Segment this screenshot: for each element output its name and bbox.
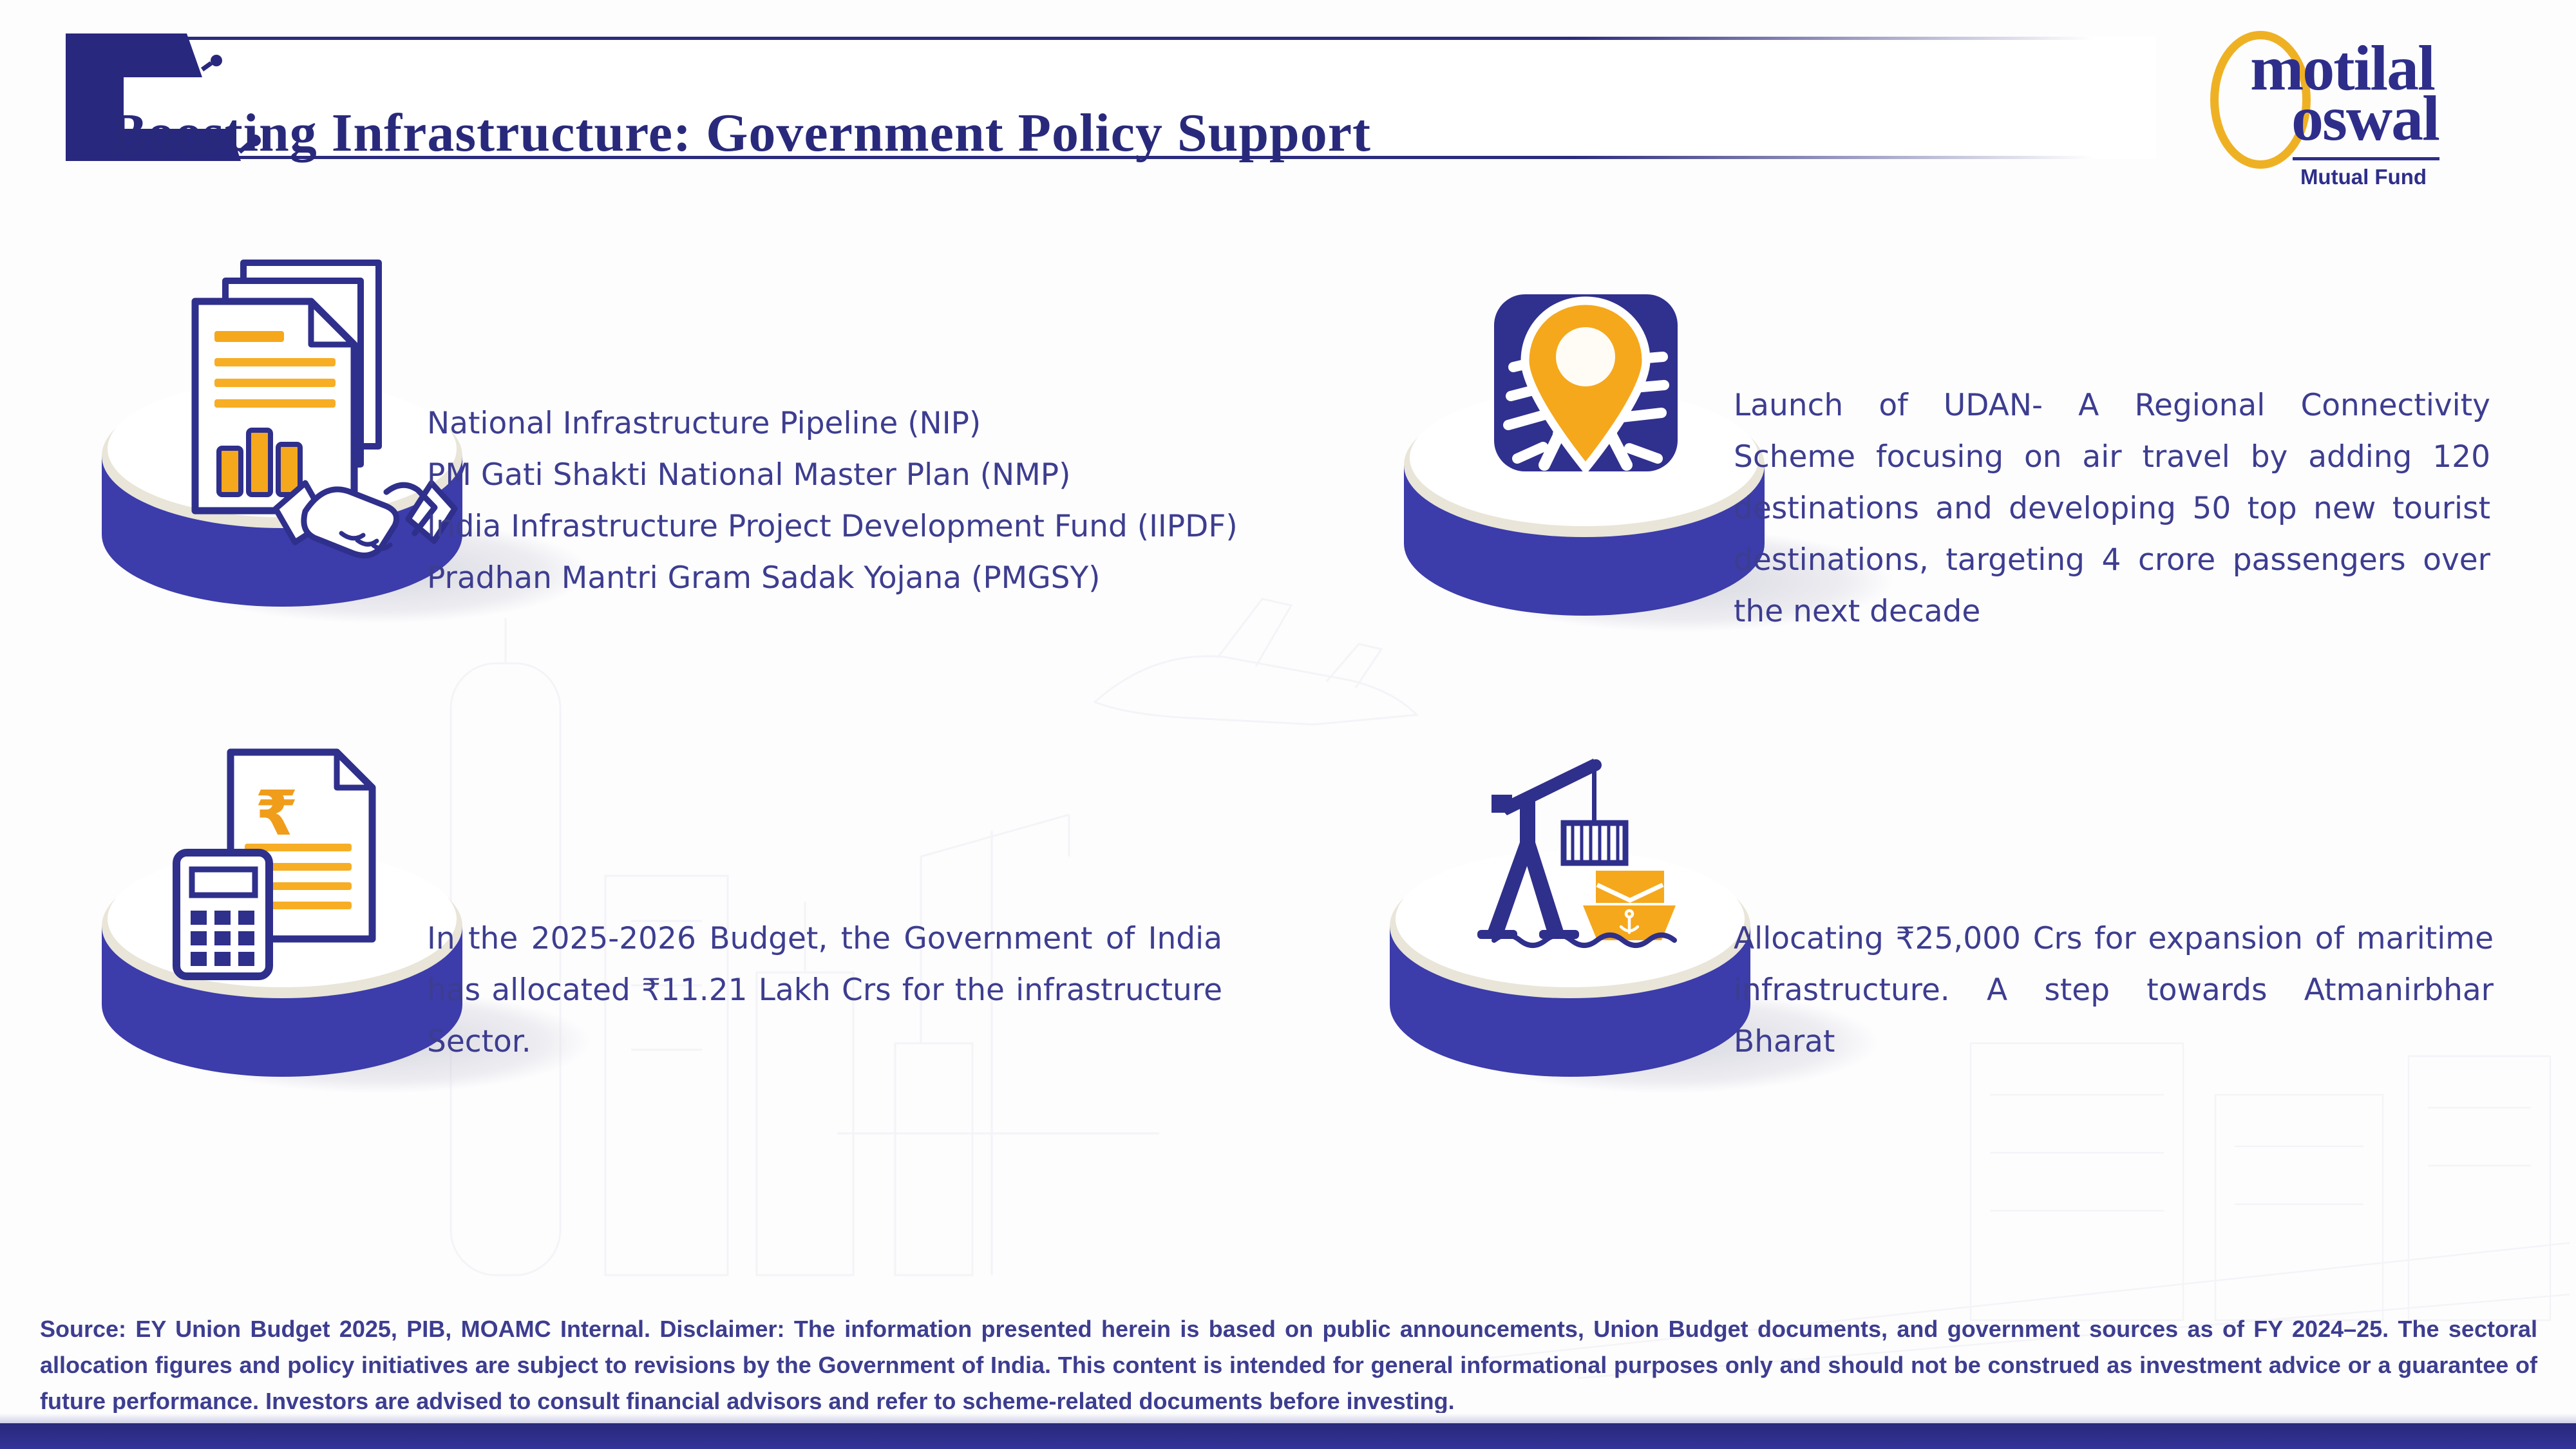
policy-line-nip: National Infrastructure Pipeline (NIP) xyxy=(427,406,981,441)
footer-navy-bar xyxy=(0,1423,2576,1449)
item-text-udan: Launch of UDAN- A Regional Connectivity … xyxy=(1734,388,2490,629)
map-location-pin-icon xyxy=(1404,294,1893,632)
item-text-budget: In the 2025-2026 Budget, the Government … xyxy=(427,921,1222,1059)
budget-rupee-calculator-icon: ₹ xyxy=(102,748,591,1094)
source-disclaimer-text: Source: EY Union Budget 2025, PIB, MOAMC… xyxy=(40,1316,2537,1414)
documents-handshake-icon xyxy=(102,260,591,623)
logo-word-oswal: oswal xyxy=(2291,82,2440,154)
logo-subtitle: Mutual Fund xyxy=(2300,165,2427,189)
header-band xyxy=(70,37,2156,159)
svg-text:₹: ₹ xyxy=(255,777,298,849)
policy-line-iipdf: India Infrastructure Project Development… xyxy=(427,509,1238,544)
policy-line-nmp: PM Gati Shakti National Master Plan (NMP… xyxy=(427,457,1071,493)
motilal-oswal-logo: motilal oswal Mutual Fund xyxy=(2202,17,2537,210)
logo-underline xyxy=(2293,157,2439,160)
item-text-maritime: Allocating ₹25,000 Crs for expansion of … xyxy=(1734,921,2494,1059)
header-bracket-ornament xyxy=(66,33,261,161)
logo-word-motilal: motilal xyxy=(2250,32,2436,104)
page-title: Boosting Infrastructure: Government Poli… xyxy=(111,103,1372,164)
footer-light-strip xyxy=(0,1413,2576,1423)
policy-line-pmgsy: Pradhan Mantri Gram Sadak Yojana (PMGSY) xyxy=(427,560,1101,596)
port-crane-ship-icon xyxy=(1390,759,1879,1094)
item-text-policies: National Infrastructure Pipeline (NIP) P… xyxy=(427,398,1380,604)
